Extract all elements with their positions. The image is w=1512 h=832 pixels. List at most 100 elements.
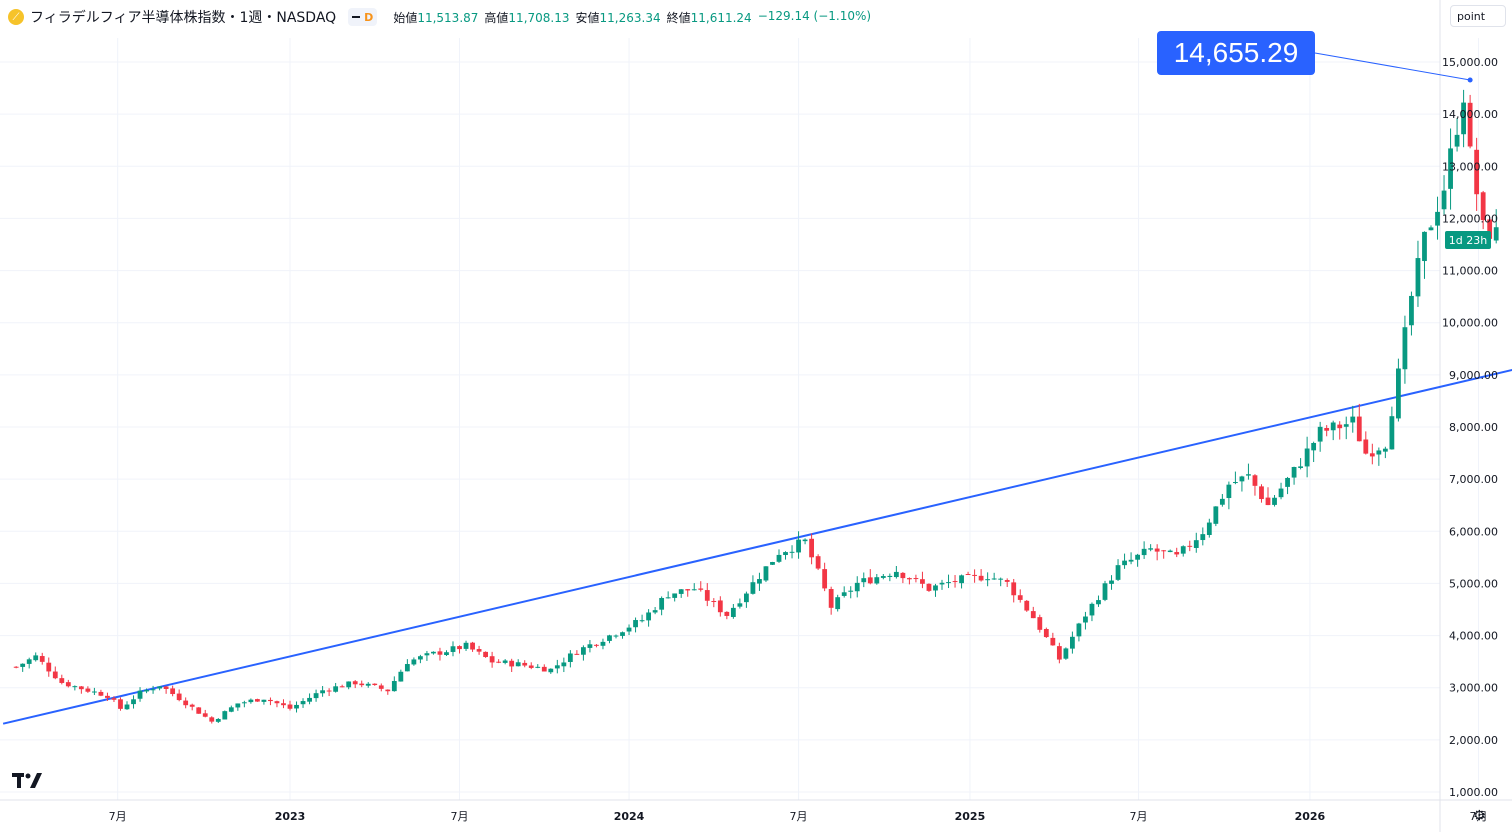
candle-body (724, 611, 730, 616)
y-tick-label: 3,000.00 (1449, 682, 1498, 695)
candle-body (1461, 102, 1466, 135)
candle-body (483, 651, 488, 658)
candle-body (1422, 231, 1427, 262)
candle-body (13, 666, 19, 668)
candle-body (1389, 416, 1395, 450)
candle-body (1180, 546, 1186, 554)
tradingview-logo-icon[interactable] (12, 772, 44, 794)
y-tick-label: 1,000.00 (1449, 786, 1498, 799)
candle-body (757, 579, 762, 584)
trendline-layer (2, 368, 1512, 725)
candle-body (1415, 258, 1421, 297)
y-tick-label: 4,000.00 (1449, 630, 1498, 643)
candle-body (913, 578, 919, 580)
candle-body (626, 627, 632, 632)
symbol-title[interactable]: フィラデルフィア半導体株指数・1週・NASDAQ (30, 10, 337, 26)
candle-body (1024, 600, 1030, 611)
trendline (2, 368, 1512, 725)
candle-body (920, 579, 925, 584)
candle-body (1141, 548, 1147, 556)
change-value: −129.14 (−1.10%) (757, 8, 872, 23)
candle-body (594, 644, 599, 646)
candle-body (737, 603, 743, 607)
candle-body (1193, 540, 1199, 548)
candle-body (411, 659, 417, 665)
candle-body (1226, 484, 1232, 499)
candle-body (965, 573, 971, 575)
open-item: 始値11,513.87 (393, 10, 479, 25)
source-pill[interactable]: D (348, 8, 378, 26)
candle-body (444, 652, 449, 656)
x-tick-label: 7月 (1470, 810, 1488, 823)
candle-body (789, 551, 795, 553)
candle-body (607, 635, 612, 641)
candle-body (600, 641, 606, 646)
candle-body (124, 704, 130, 710)
candle-body (730, 607, 736, 617)
settings-gear-icon[interactable]: ⚙ (1473, 808, 1486, 824)
candle-body (633, 620, 638, 628)
candle-body (378, 685, 384, 689)
candle-body (587, 644, 593, 648)
candle-body (522, 662, 528, 666)
candle-body (274, 701, 280, 704)
symbol-logo-icon[interactable]: ⟋ (8, 9, 24, 25)
candle-body (418, 656, 423, 660)
scale-mode-button[interactable]: point (1450, 5, 1506, 27)
candle-body (72, 686, 78, 688)
x-tick-label: 7月 (1130, 810, 1148, 823)
candle-body (535, 666, 541, 668)
candle-body (1219, 498, 1225, 505)
candle-body (1402, 327, 1408, 370)
candle-body (170, 688, 176, 695)
y-tick-label: 7,000.00 (1449, 473, 1498, 486)
candle-body (854, 582, 860, 592)
candle-body (1246, 474, 1251, 476)
candle-body (770, 562, 775, 565)
candle-body (874, 577, 880, 584)
candle-body (1037, 617, 1043, 630)
candle-body (880, 576, 886, 578)
candle-body (209, 717, 215, 722)
candle-body (261, 699, 267, 702)
candle-body (998, 578, 1004, 580)
candle-body (1102, 583, 1108, 600)
candle-body (1017, 595, 1023, 600)
peak-marker (1467, 77, 1473, 83)
candle-body (685, 589, 691, 591)
candle-body (391, 681, 397, 692)
candle-body (59, 678, 65, 683)
candle-body (1428, 227, 1434, 231)
peak-price-label[interactable]: 14,655.29 (1157, 31, 1315, 75)
candle-body (1356, 416, 1362, 442)
candle-body (1259, 486, 1264, 500)
candle-body (639, 620, 645, 622)
candle-body (26, 659, 32, 664)
candle-body (574, 653, 580, 655)
peak-leader-line (1314, 52, 1471, 81)
candle-body (196, 707, 202, 714)
y-tick-label: 5,000.00 (1449, 577, 1498, 590)
candle-body (1317, 426, 1323, 442)
candle-body (1161, 550, 1167, 552)
candle-body (1337, 424, 1343, 429)
candle-body (398, 671, 404, 682)
candle-body (1096, 600, 1101, 605)
candle-body (893, 571, 899, 578)
candle-body (1480, 192, 1486, 221)
candle-body (157, 686, 162, 689)
candle-body (326, 690, 332, 692)
candle-body (1487, 219, 1493, 239)
candle-body (98, 691, 104, 696)
candle-body (281, 703, 286, 706)
candle-body (255, 699, 260, 702)
candle-body (1435, 211, 1440, 226)
candle-body (581, 647, 586, 655)
candle-body (424, 653, 430, 656)
candle-body (307, 697, 312, 702)
candle-body (189, 704, 195, 707)
candle-body (241, 702, 247, 704)
candle-body (704, 590, 710, 601)
candle-body (1467, 102, 1473, 147)
